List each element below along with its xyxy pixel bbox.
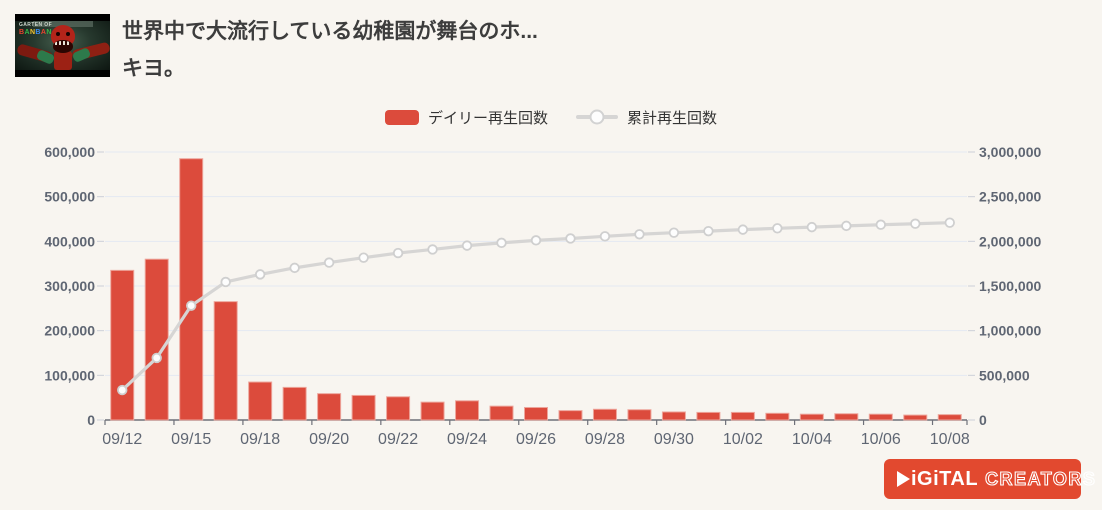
svg-text:3,000,000: 3,000,000 xyxy=(979,144,1041,160)
banban-text-line2: BANBAN xyxy=(19,29,52,36)
logo-outline-text: CREATORS xyxy=(985,468,1097,489)
legend-item-daily[interactable]: デイリー再生回数 xyxy=(384,107,548,128)
x-axis-labels: 09/12 09/15 09/18 09/20 09/22 09/24 09/26 09/28… xyxy=(102,431,970,448)
svg-text:500,000: 500,000 xyxy=(44,189,95,205)
y-axis-right-labels: 0 500,000 1,000,000 1,500,000 2,000,000 2,500… xyxy=(968,144,1041,428)
video-thumbnail[interactable]: GARTEN OF BANBAN xyxy=(15,14,110,77)
video-title: 世界中で大流行している幼稚園が舞台のホ... キヨ。 xyxy=(122,13,538,87)
svg-text:09/30: 09/30 xyxy=(654,431,694,448)
svg-text:09/18: 09/18 xyxy=(240,431,280,448)
video-title-line2: キヨ。 xyxy=(122,57,185,80)
x-axis xyxy=(104,419,968,425)
logo-solid-text: iGiTAL xyxy=(911,467,979,490)
svg-text:09/12: 09/12 xyxy=(102,431,142,448)
svg-text:1,500,000: 1,500,000 xyxy=(979,278,1041,294)
svg-text:09/22: 09/22 xyxy=(378,431,418,448)
y-axis-left-labels: 0 100,000 200,000 300,000 400,000 500,000 600,… xyxy=(44,144,104,428)
thumbnail-art xyxy=(15,21,110,70)
garten-of-banban-logo-text: GARTEN OF BANBAN xyxy=(19,22,52,36)
svg-text:400,000: 400,000 xyxy=(44,233,95,249)
svg-text:09/15: 09/15 xyxy=(171,431,211,448)
digital-creators-logo: iGiTAL CREATORS xyxy=(884,459,1095,499)
svg-text:200,000: 200,000 xyxy=(44,323,95,339)
svg-text:2,000,000: 2,000,000 xyxy=(979,233,1041,249)
svg-text:10/08: 10/08 xyxy=(930,431,970,448)
svg-text:500,000: 500,000 xyxy=(979,367,1030,383)
svg-text:09/28: 09/28 xyxy=(585,431,625,448)
svg-text:10/02: 10/02 xyxy=(723,431,763,448)
svg-text:09/26: 09/26 xyxy=(516,431,556,448)
svg-text:600,000: 600,000 xyxy=(44,144,95,160)
video-title-line1: 世界中で大流行している幼稚園が舞台のホ... xyxy=(122,20,538,43)
svg-text:2,500,000: 2,500,000 xyxy=(979,189,1041,205)
play-icon xyxy=(897,471,910,487)
cumulative-series-marker-icon xyxy=(576,109,618,125)
thumbnail-text-line1: GARTEN OF xyxy=(19,22,53,28)
svg-text:0: 0 xyxy=(979,412,987,428)
legend-item-cumulative[interactable]: 累計再生回数 xyxy=(576,107,717,128)
svg-text:1,000,000: 1,000,000 xyxy=(979,323,1041,339)
legend-cumulative-label: 累計再生回数 xyxy=(627,109,718,127)
cumulative-views-line xyxy=(117,217,955,396)
daily-series-swatch-icon xyxy=(384,109,419,125)
svg-text:10/06: 10/06 xyxy=(861,431,901,448)
legend-daily-label: デイリー再生回数 xyxy=(427,109,548,127)
svg-text:100,000: 100,000 xyxy=(44,367,95,383)
svg-text:09/20: 09/20 xyxy=(309,431,349,448)
svg-text:300,000: 300,000 xyxy=(44,278,95,294)
svg-text:0: 0 xyxy=(87,412,95,428)
chart-legend: デイリー再生回数 累計再生回数 xyxy=(0,103,1102,131)
svg-text:09/24: 09/24 xyxy=(447,431,487,448)
svg-text:10/04: 10/04 xyxy=(792,431,832,448)
daily-views-bars xyxy=(110,158,962,421)
